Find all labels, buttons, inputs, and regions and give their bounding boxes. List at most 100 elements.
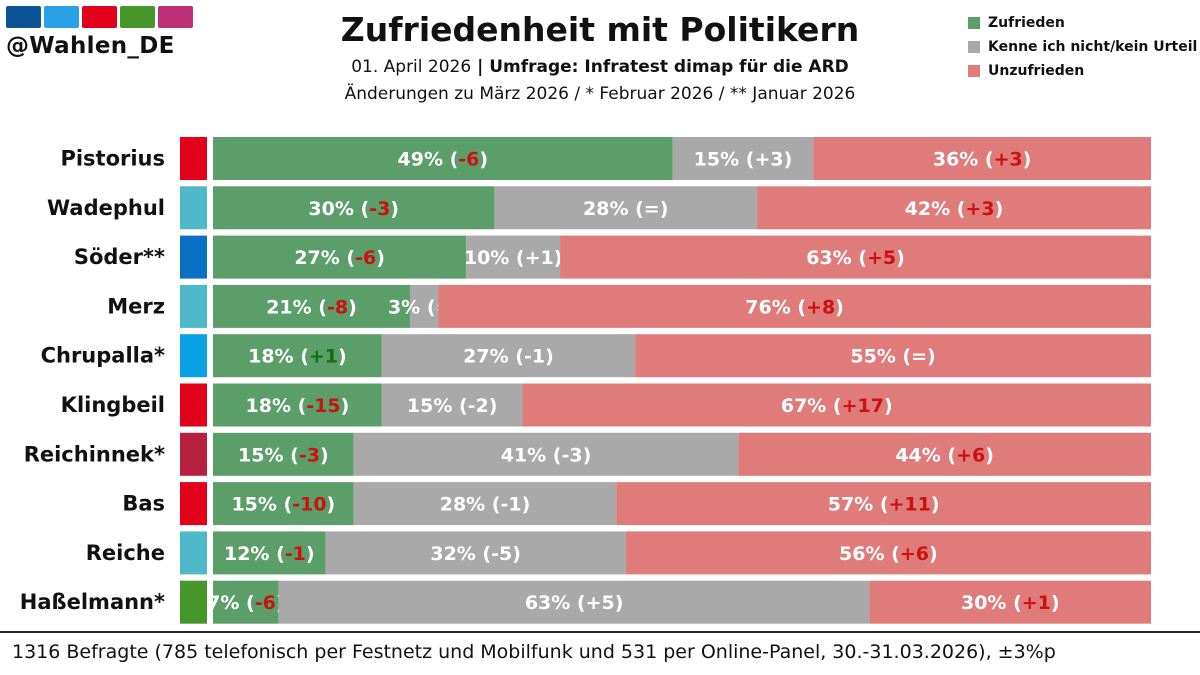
data-label-dissatisfied: 44% (+6) [895, 444, 994, 466]
bar-segment-unknown [466, 235, 561, 279]
legend-label-dissatisfied: Unzufrieden [988, 63, 1085, 79]
data-label-unknown: 15% (-2) [407, 395, 498, 417]
data-label-unknown: 41% (-3) [501, 444, 592, 466]
bar-segment-unknown [494, 186, 758, 230]
party-color-marker [180, 186, 207, 230]
category-label: Klingbeil [61, 393, 165, 417]
legend-item-unknown: Kenne ich nicht/kein Urteil [968, 35, 1197, 59]
bar-segment-unknown [672, 137, 814, 180]
party-color-marker [180, 334, 207, 378]
party-color-marker [180, 531, 207, 575]
data-label-satisfied: 15% (-10) [231, 494, 335, 516]
bar-segment-dissatisfied [522, 383, 1151, 427]
data-label-dissatisfied: 36% (+3) [933, 149, 1032, 171]
bar-segment-satisfied [213, 137, 673, 180]
logo-block-0 [6, 6, 41, 28]
subtitle-date: 01. April 2026 [351, 57, 472, 77]
data-label-satisfied: 18% (-15) [246, 395, 350, 417]
data-label-dissatisfied: 55% (=) [850, 346, 935, 368]
data-label-dissatisfied: 42% (+3) [905, 198, 1004, 220]
data-label-dissatisfied: 67% (+17) [781, 395, 893, 417]
category-label: Reiche [86, 541, 165, 565]
bar-segment-unknown [353, 482, 617, 526]
data-label-satisfied: 7% (-6) [207, 592, 284, 614]
bar-segment-dissatisfied [625, 531, 1151, 575]
data-label-satisfied: 18% (+1) [248, 346, 347, 368]
bar-segment-satisfied [213, 531, 326, 575]
party-color-marker [180, 432, 207, 476]
category-label: Wadephul [47, 196, 165, 220]
bar-segment-dissatisfied [560, 235, 1151, 279]
bar-segment-satisfied [213, 580, 279, 624]
logo-block-2 [82, 6, 117, 28]
bar-segment-satisfied [213, 284, 410, 328]
category-label: Haßelmann* [20, 590, 165, 614]
bar-segment-satisfied [213, 235, 467, 279]
legend-swatch-satisfied [968, 17, 980, 29]
chart-legend: Zufrieden Kenne ich nicht/kein Urteil Un… [968, 11, 1197, 83]
chart-title: Zufriedenheit mit Politikern [340, 10, 860, 49]
data-label-satisfied: 49% (-6) [398, 149, 489, 171]
bar-segment-dissatisfied [757, 186, 1151, 230]
bar-segment-satisfied [213, 383, 382, 427]
subtitle-source: Umfrage: Infratest dimap für die ARD [489, 57, 849, 77]
legend-label-satisfied: Zufrieden [988, 15, 1065, 31]
data-label-unknown: 28% (-1) [440, 494, 531, 516]
bar-segment-satisfied [213, 432, 354, 476]
bar-segment-unknown [325, 531, 626, 575]
subtitle-separator: | [471, 57, 490, 77]
bar-segment-satisfied [213, 482, 354, 526]
legend-label-unknown: Kenne ich nicht/kein Urteil [988, 39, 1198, 55]
bar-segment-unknown [381, 334, 636, 378]
data-label-dissatisfied: 56% (+6) [839, 543, 938, 565]
party-color-marker [180, 284, 207, 328]
legend-swatch-dissatisfied [968, 65, 980, 77]
data-label-satisfied: 15% (-3) [238, 444, 329, 466]
data-label-dissatisfied: 63% (+5) [806, 247, 905, 269]
data-label-satisfied: 30% (-3) [308, 198, 399, 220]
bar-segment-unknown [278, 580, 870, 624]
category-label: Merz [107, 294, 165, 318]
category-label: Söder** [74, 245, 165, 269]
category-label: Pistorius [60, 147, 165, 171]
data-label-dissatisfied: 30% (+1) [961, 592, 1060, 614]
bar-segment-dissatisfied [616, 482, 1151, 526]
bar-segment-dissatisfied [813, 137, 1151, 180]
bar-segment-dissatisfied [438, 284, 1151, 328]
legend-item-satisfied: Zufrieden [968, 11, 1197, 35]
account-handle: @Wahlen_DE [6, 33, 175, 59]
bar-segment-unknown [381, 383, 523, 427]
bar-segment-dissatisfied [738, 432, 1151, 476]
bar-segment-satisfied [213, 186, 495, 230]
chart-comparison-note: Änderungen zu März 2026 / * Februar 2026… [344, 84, 856, 104]
party-color-marker [180, 137, 207, 180]
bar-segment-dissatisfied [869, 580, 1151, 624]
logo-block-3 [120, 6, 155, 28]
bar-segment-unknown [409, 284, 439, 328]
bar-segment-unknown [353, 432, 739, 476]
legend-swatch-unknown [968, 41, 980, 53]
chart-subtitle: 01. April 2026 | Umfrage: Infratest dima… [250, 57, 950, 77]
data-label-satisfied: 21% (-8) [266, 296, 357, 318]
category-label: Reichinnek* [24, 442, 165, 466]
data-label-unknown: 28% (=) [583, 198, 668, 220]
data-label-unknown: 10% (+1) [464, 247, 563, 269]
data-label-unknown: 15% (+3) [694, 149, 793, 171]
footer-divider [0, 631, 1200, 633]
bar-segment-satisfied [213, 334, 382, 378]
data-label-unknown: 63% (+5) [525, 592, 624, 614]
party-color-marker [180, 383, 207, 427]
legend-item-dissatisfied: Unzufrieden [968, 59, 1197, 83]
data-label-unknown: 27% (-1) [463, 346, 554, 368]
party-color-marker [180, 235, 207, 279]
category-label: Chrupalla* [41, 344, 165, 368]
party-color-marker [180, 482, 207, 526]
footer-sample-note: 1316 Befragte (785 telefonisch per Festn… [12, 641, 1056, 663]
logo-block-1 [44, 6, 79, 28]
logo-color-strip [6, 6, 193, 28]
logo-block-4 [158, 6, 193, 28]
data-label-satisfied: 12% (-1) [224, 543, 315, 565]
bar-segment-dissatisfied [635, 334, 1151, 378]
data-label-satisfied: 27% (-6) [294, 247, 385, 269]
